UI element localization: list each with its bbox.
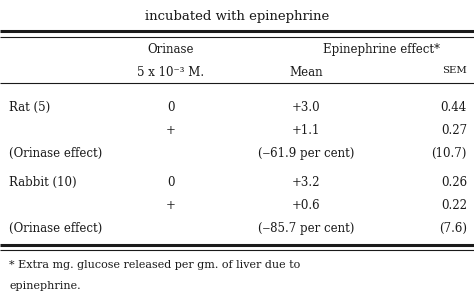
- Text: +: +: [166, 199, 175, 212]
- Text: 0.22: 0.22: [441, 199, 467, 212]
- Text: +3.2: +3.2: [292, 176, 320, 189]
- Text: incubated with epinephrine: incubated with epinephrine: [145, 10, 329, 23]
- Text: +3.0: +3.0: [292, 101, 320, 114]
- Text: (7.6): (7.6): [439, 222, 467, 235]
- Text: +: +: [166, 124, 175, 137]
- Text: Rabbit (10): Rabbit (10): [9, 176, 77, 189]
- Text: (‒85.7 per cent): (‒85.7 per cent): [257, 222, 354, 235]
- Text: SEM: SEM: [442, 66, 467, 75]
- Text: Mean: Mean: [289, 66, 322, 79]
- Text: Rat (5): Rat (5): [9, 101, 51, 114]
- Text: epinephrine.: epinephrine.: [9, 281, 81, 291]
- Text: (Orinase effect): (Orinase effect): [9, 222, 103, 235]
- Text: 0.27: 0.27: [441, 124, 467, 137]
- Text: 0.26: 0.26: [441, 176, 467, 189]
- Text: 0.44: 0.44: [441, 101, 467, 114]
- Text: +1.1: +1.1: [292, 124, 320, 137]
- Text: (‒61.9 per cent): (‒61.9 per cent): [257, 147, 354, 160]
- Text: 0: 0: [167, 176, 174, 189]
- Text: +0.6: +0.6: [292, 199, 320, 212]
- Text: 5 x 10⁻³ M.: 5 x 10⁻³ M.: [137, 66, 204, 79]
- Text: 0: 0: [167, 101, 174, 114]
- Text: (10.7): (10.7): [431, 147, 467, 160]
- Text: * Extra mg. glucose released per gm. of liver due to: * Extra mg. glucose released per gm. of …: [9, 260, 301, 270]
- Text: Orinase: Orinase: [147, 43, 194, 56]
- Text: Epinephrine effect*: Epinephrine effect*: [323, 43, 440, 56]
- Text: (Orinase effect): (Orinase effect): [9, 147, 103, 160]
